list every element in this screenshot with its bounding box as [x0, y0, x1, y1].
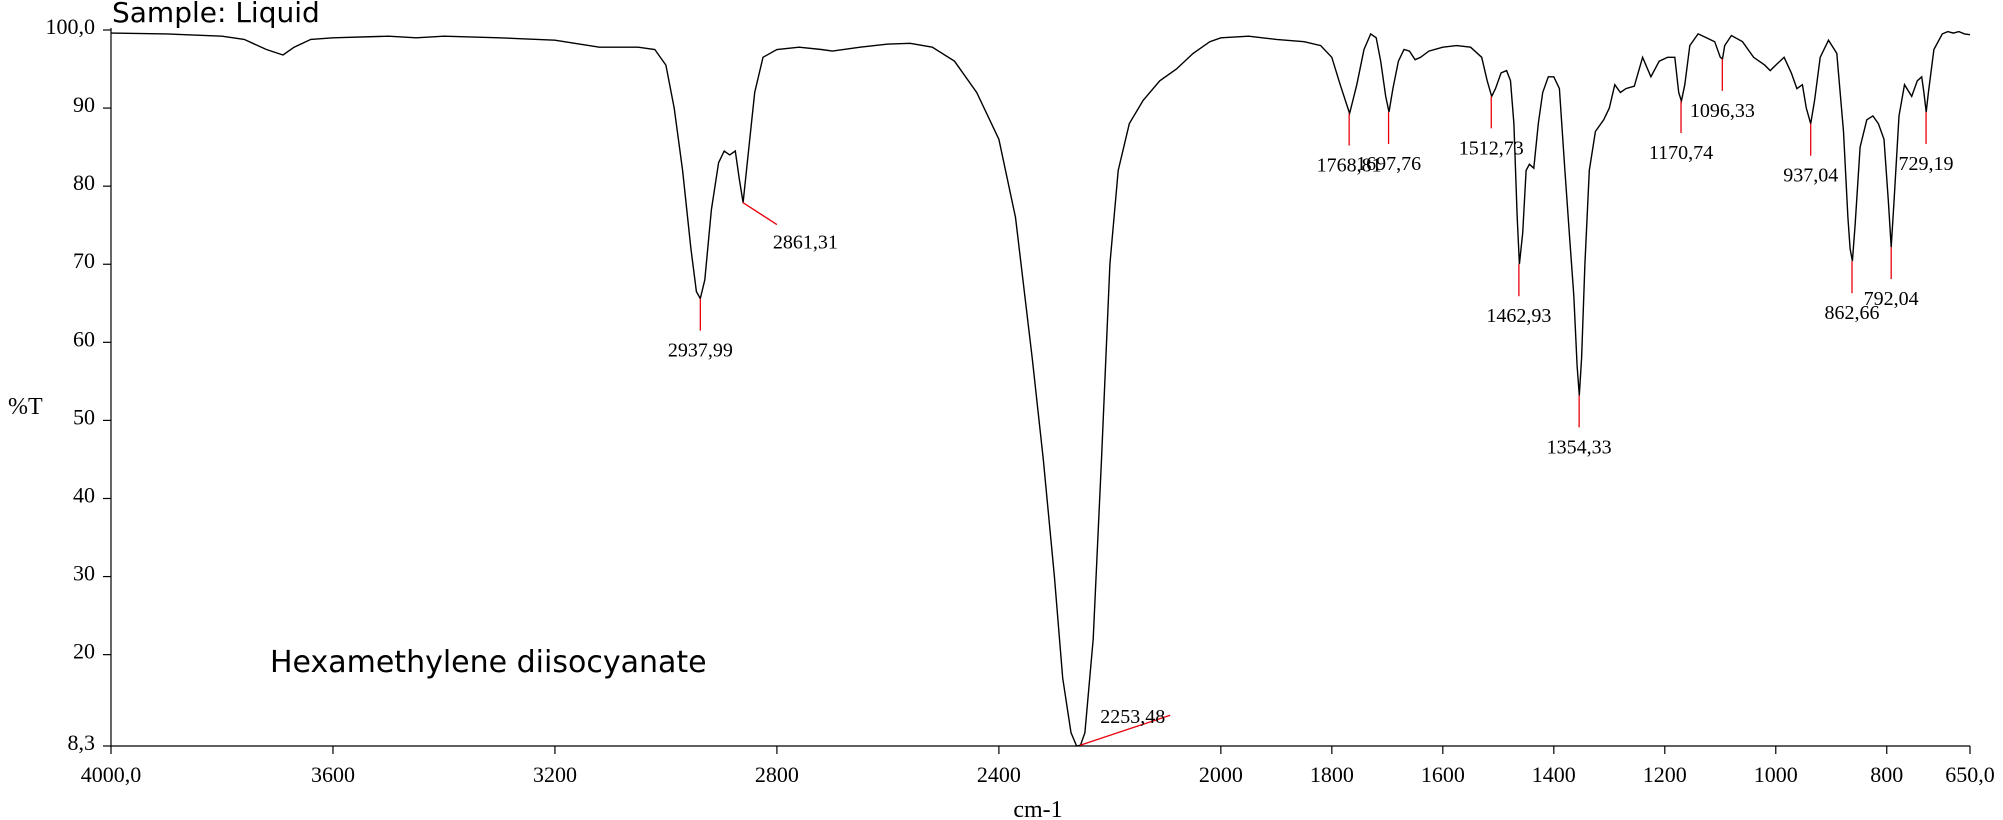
x-axis-label: cm-1 [1013, 797, 1062, 820]
x-tick-label: 1800 [1310, 762, 1354, 787]
y-tick-label: 20 [73, 639, 95, 664]
y-tick-label: 50 [73, 404, 95, 429]
peak-marker [1079, 714, 1171, 746]
x-tick-label: 650,0 [1945, 762, 1995, 787]
y-tick-label: 100,0 [46, 14, 96, 39]
peak-label: 937,04 [1783, 165, 1838, 187]
peak-label: 2937,99 [668, 340, 733, 362]
peak-label: 1697,76 [1356, 153, 1421, 175]
x-tick-label: 3200 [533, 762, 577, 787]
compound-annotation: Hexamethylene diisocyanate [270, 645, 707, 680]
y-tick-label: 80 [73, 170, 95, 195]
y-tick-label: 30 [73, 561, 95, 586]
axes [110, 28, 1970, 747]
y-ticks: 100,0 90 80 70 60 50 40 30 20 8,3 [46, 14, 111, 755]
chart-title: Sample: Liquid [112, 0, 320, 29]
x-tick-label: 2400 [977, 762, 1021, 787]
y-tick-label: 8,3 [68, 730, 96, 755]
spectrum-line [110, 30, 1971, 747]
y-tick-label: 40 [73, 482, 95, 507]
x-tick-label: 2000 [1199, 762, 1243, 787]
x-tick-label: 1400 [1532, 762, 1576, 787]
peak-label: 2253,48 [1100, 706, 1165, 728]
peak-label: 1170,74 [1649, 142, 1713, 164]
x-tick-label: 800 [1870, 762, 1903, 787]
peak-label: 2861,31 [773, 232, 838, 254]
peak-label: 1768,81 [1317, 155, 1382, 177]
x-tick-label: 4000,0 [81, 762, 142, 787]
y-tick-label: 90 [73, 92, 95, 117]
y-tick-label: 70 [73, 248, 95, 273]
peak-label: 729,19 [1899, 153, 1954, 175]
x-tick-label: 1200 [1643, 762, 1687, 787]
peak-label: 1096,33 [1690, 100, 1755, 122]
y-tick-label: 60 [73, 326, 95, 351]
y-axis-label: %T [8, 394, 43, 420]
x-tick-label: 1000 [1754, 762, 1798, 787]
x-tick-label: 3600 [311, 762, 355, 787]
peak-label: 1354,33 [1547, 436, 1612, 458]
peak-marker [742, 202, 778, 226]
x-ticks: 4000,0 3600 3200 2800 2400 2000 1800 1600 1400 12… [81, 746, 1995, 787]
peak-label: 862,66 [1824, 302, 1879, 324]
x-tick-label: 1600 [1421, 762, 1465, 787]
peak-label: 1512,73 [1459, 137, 1524, 159]
peak-label: 792,04 [1864, 288, 1919, 310]
peak-label: 1462,93 [1486, 305, 1551, 327]
x-tick-label: 2800 [755, 762, 799, 787]
